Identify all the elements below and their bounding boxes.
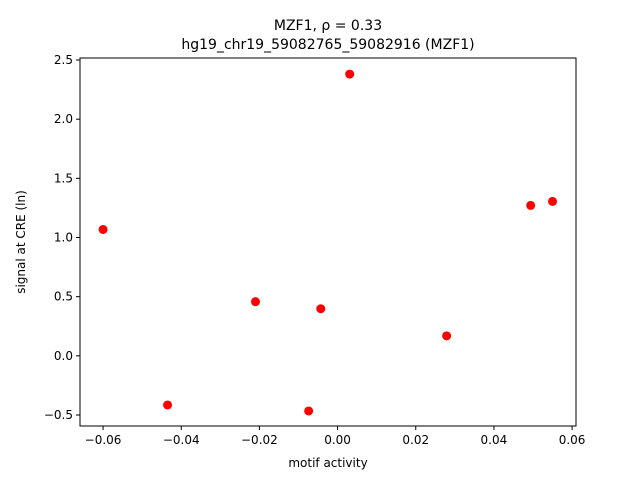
x-tick-label: −0.04	[163, 433, 200, 447]
chart-subtitle: hg19_chr19_59082765_59082916 (MZF1)	[181, 37, 474, 53]
y-tick-label: 2.0	[54, 112, 73, 126]
y-tick-label: −0.5	[44, 408, 73, 422]
x-tick-label: −0.06	[85, 433, 122, 447]
x-axis-label: motif activity	[288, 456, 367, 470]
y-axis-label: signal at CRE (ln)	[14, 190, 28, 294]
point	[316, 304, 326, 314]
point	[98, 224, 108, 234]
chart-title: MZF1, ρ = 0.33	[274, 18, 382, 34]
point	[345, 69, 355, 79]
y-tick-label: 2.5	[54, 53, 73, 67]
x-tick-label: 0.06	[559, 433, 586, 447]
y-tick-label: 0.0	[54, 349, 73, 363]
y-tick-label: 1.5	[54, 171, 73, 185]
point	[526, 200, 536, 210]
point	[163, 400, 173, 410]
y-tick-label: 0.5	[54, 290, 73, 304]
point	[442, 331, 452, 341]
y-tick-label: 1.0	[54, 231, 73, 245]
point	[250, 297, 260, 307]
point	[548, 196, 558, 206]
x-tick-label: 0.00	[324, 433, 351, 447]
x-tick-label: 0.02	[402, 433, 429, 447]
plot-frame	[79, 57, 577, 427]
x-tick-label: 0.04	[481, 433, 508, 447]
x-tick-label: −0.02	[241, 433, 278, 447]
point	[304, 406, 314, 416]
